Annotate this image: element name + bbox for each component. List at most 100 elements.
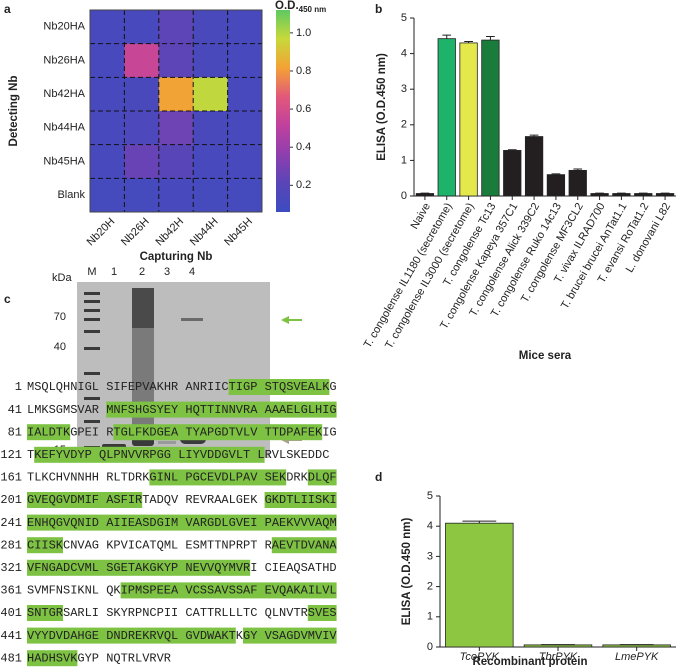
- lane-label: 1: [111, 266, 117, 278]
- sequence-segment: GY VSAGDVMVIV: [243, 629, 337, 643]
- heatmap-cell: [193, 178, 229, 213]
- heatmap-cell: [124, 43, 160, 78]
- bar: [437, 38, 456, 197]
- colorbar-tick-label: 0.6: [296, 103, 311, 115]
- y-tick-label: 3: [401, 83, 407, 95]
- sequence-number: 361: [0, 584, 22, 598]
- sequence-segment: GINL PGCEVDLPAV SEK: [149, 471, 287, 485]
- highlight: [149, 469, 287, 486]
- heatmap-cell: [124, 111, 160, 146]
- panel-label: d: [375, 470, 382, 484]
- heatmap-cell: [90, 77, 125, 112]
- sequence-segment: TGLFKDGEA TYAPGDTVLV TTDPAFEK: [113, 425, 323, 439]
- x-tick-label: T. congolense IL3000 (secretome): [383, 201, 477, 351]
- sequence-segment: TIGP STQSVEALK: [229, 380, 331, 394]
- sequence-segment: CIISK: [27, 538, 64, 552]
- sequence-segment: GPEI R: [70, 425, 113, 439]
- sequence-segment: DRK: [286, 471, 308, 485]
- x-tick-label: TbrPYK: [539, 651, 578, 663]
- highlight: [307, 469, 337, 486]
- y-tick-label: Nb42HA: [43, 88, 85, 100]
- marker-label: 70: [54, 311, 66, 323]
- x-tick-label: Nb20H: [85, 216, 118, 249]
- highlight: [243, 627, 337, 644]
- bar: [634, 193, 653, 197]
- sequence-segment: MNFSHGSYEY HQTTINNVRA AAAELGLHIG: [106, 403, 336, 417]
- sequence-segment: SARLI SKYRPNCPII CATTRLLLTC QLNVTR: [63, 606, 308, 620]
- error-bar: [551, 173, 561, 175]
- heatmap-cell: [193, 43, 229, 78]
- y-tick-label: 5: [427, 490, 433, 502]
- sequence-segment: IPMSPEEA VCSSAVSSAF EVQAKAILVL: [121, 584, 337, 598]
- y-tick-label: Nb26HA: [43, 54, 85, 66]
- sequence-segment: T: [27, 448, 34, 462]
- heatmap-cell: [193, 111, 229, 146]
- highlight: [27, 492, 143, 508]
- heatmap-cell: [90, 144, 125, 179]
- error-bar: [529, 134, 539, 137]
- highlight: [271, 537, 337, 554]
- sequence-number: 81: [8, 425, 22, 439]
- x-tick-label: Nb42H: [153, 216, 186, 249]
- panel-label: c: [4, 292, 11, 306]
- heatmap-cell: [193, 77, 229, 112]
- y-axis-label: ELISA (O.D.450 nm): [401, 518, 413, 626]
- y-axis-label: ELISA (O.D.450 nm): [376, 53, 388, 161]
- heatmap-cell: [124, 77, 160, 112]
- sequence-number: 441: [0, 629, 22, 643]
- sequence-segment: SVMFNSIKNL QK: [27, 584, 121, 598]
- heatmap-cell: [227, 178, 263, 213]
- highlight: [27, 559, 251, 576]
- sequence-segment: LMKSGMSVAR: [27, 403, 106, 417]
- marker-label: 40: [54, 341, 66, 353]
- sequence-segment: ENHQGVQNID AIIEASDGIM VARGDLGVEI PAEKVVV…: [27, 516, 337, 530]
- sequence-segment: HADHSVK: [27, 651, 78, 665]
- bar: [415, 193, 435, 197]
- plot-frame: [89, 9, 263, 213]
- sequence-number: 201: [0, 493, 22, 507]
- bar: [546, 174, 566, 197]
- colorbar-label-main: O.D.: [275, 0, 299, 12]
- heatmap-cell: [158, 77, 194, 112]
- panel-label: a: [4, 2, 11, 16]
- error-bar: [462, 520, 497, 524]
- heatmap-cell: [124, 144, 160, 179]
- error-bar: [486, 36, 495, 41]
- y-tick-label: 1: [401, 154, 407, 166]
- sequence-segment: MSQLQHNIGL SIFEPVAKHR ANRIIC: [27, 380, 229, 394]
- highlight: [27, 627, 236, 644]
- heatmap-cell: [227, 111, 263, 146]
- bar: [524, 136, 544, 197]
- x-tick-label: Nb26H: [119, 216, 152, 249]
- bar: [655, 193, 675, 197]
- bar: [523, 644, 593, 648]
- sequence-segment: AEVTDVANA: [272, 538, 338, 552]
- bar: [602, 644, 671, 648]
- lane-label: 2: [139, 266, 145, 278]
- error-bar: [442, 34, 452, 39]
- heatmap-cell: [124, 178, 160, 213]
- y-tick-label: Nb44HA: [43, 122, 85, 134]
- lane-label: M: [87, 266, 96, 278]
- sequence-segment: VYYDVDAHGE DNDREKRVQL GVDWAKT: [27, 629, 236, 643]
- heatmap-cell: [90, 43, 125, 78]
- y-tick-label: 1: [427, 611, 433, 623]
- y-tick-label: 3: [427, 550, 433, 562]
- sequence-number: 481: [0, 651, 22, 665]
- heatmap-cell: [193, 10, 229, 45]
- highlight: [228, 379, 330, 395]
- sequence-segment: G: [329, 380, 336, 394]
- y-tick-label: Nb20HA: [43, 21, 85, 33]
- bar: [459, 42, 478, 197]
- heatmap-cell: [193, 144, 229, 179]
- y-tick-label: 0: [427, 641, 433, 653]
- sequence-number: 161: [0, 471, 22, 485]
- highlight: [264, 492, 337, 508]
- sequence-number: 401: [0, 606, 22, 620]
- highlight: [106, 401, 337, 418]
- sequence-number: 241: [0, 516, 22, 530]
- sequence-segment: CNVAG KPVICATQML ESMTTNPRPT R: [63, 538, 272, 552]
- x-tick-label: LmePYK: [615, 651, 659, 663]
- sequence-number: 281: [0, 538, 22, 552]
